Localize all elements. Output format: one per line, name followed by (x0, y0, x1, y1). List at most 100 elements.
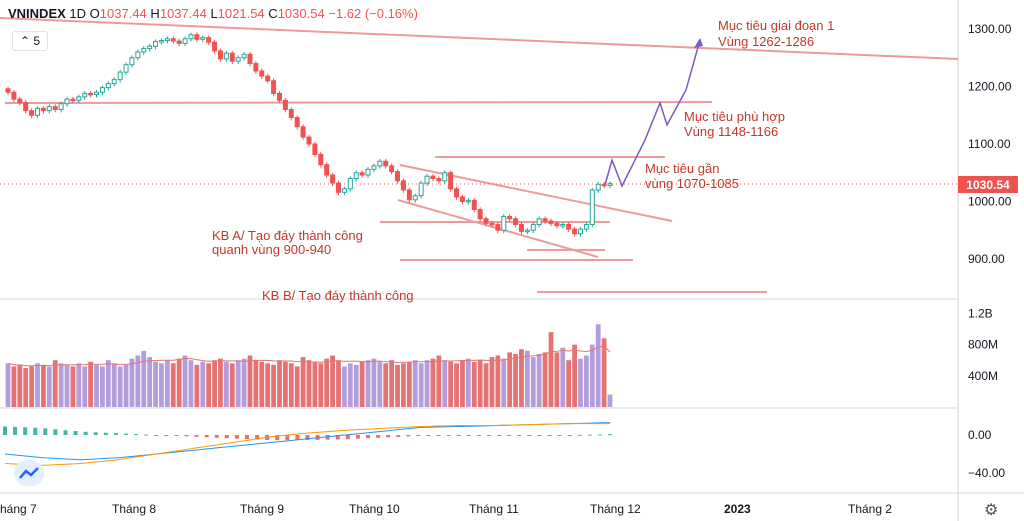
volume-bar[interactable] (182, 355, 188, 407)
volume-bar[interactable] (583, 355, 589, 407)
volume-bar[interactable] (141, 350, 147, 407)
volume-bar[interactable] (123, 364, 129, 407)
candle-body[interactable] (353, 172, 359, 179)
candle-body[interactable] (276, 92, 282, 101)
volume-bar[interactable] (200, 361, 206, 407)
volume-bar[interactable] (105, 360, 111, 407)
candle-body[interactable] (153, 41, 159, 47)
volume-bar[interactable] (70, 366, 76, 407)
candle-body[interactable] (29, 110, 35, 116)
candle-body[interactable] (35, 107, 41, 116)
volume-bar[interactable] (566, 360, 572, 407)
candle-body[interactable] (200, 37, 206, 40)
volume-bar[interactable] (548, 332, 554, 407)
candle-body[interactable] (11, 91, 17, 100)
candle-body[interactable] (223, 52, 229, 60)
volume-bar[interactable] (483, 363, 489, 407)
candle-body[interactable] (583, 224, 589, 230)
volume-bar[interactable] (288, 363, 294, 407)
volume-bar[interactable] (554, 352, 560, 407)
candle-body[interactable] (217, 50, 223, 60)
candle-body[interactable] (294, 117, 300, 128)
candle-body[interactable] (206, 37, 212, 43)
candle-body[interactable] (288, 109, 294, 119)
candle-body[interactable] (170, 38, 176, 42)
candle-body[interactable] (300, 126, 306, 138)
volume-bar[interactable] (23, 368, 29, 407)
candle-body[interactable] (554, 222, 560, 227)
volume-bar[interactable] (406, 361, 412, 407)
candle-body[interactable] (412, 195, 418, 201)
volume-bar[interactable] (342, 366, 347, 407)
candle-body[interactable] (377, 160, 383, 167)
candle-body[interactable] (182, 38, 188, 44)
volume-bar[interactable] (572, 344, 577, 407)
volume-bar[interactable] (176, 358, 182, 407)
candle-body[interactable] (324, 164, 330, 176)
candle-body[interactable] (607, 183, 613, 186)
volume-bar[interactable] (29, 366, 35, 407)
volume-bar[interactable] (164, 360, 170, 407)
macd-histogram[interactable] (3, 426, 612, 441)
candle-body[interactable] (518, 224, 524, 232)
candle-body[interactable] (406, 189, 412, 201)
candle-body[interactable] (94, 91, 100, 96)
candle-body[interactable] (577, 228, 583, 235)
volume-bar[interactable] (265, 363, 271, 407)
volume-bar[interactable] (595, 324, 601, 407)
volume-bar[interactable] (58, 363, 64, 407)
candle-body[interactable] (117, 71, 123, 81)
candle-body[interactable] (418, 182, 424, 197)
candle-body[interactable] (548, 220, 554, 224)
volume-bar[interactable] (489, 357, 495, 407)
candle-body[interactable] (589, 189, 595, 225)
candle-body[interactable] (400, 180, 406, 191)
indicators-toggle-button[interactable]: ⌃ 5 (12, 31, 48, 51)
candle-body[interactable] (164, 38, 170, 42)
volume-bar[interactable] (401, 363, 406, 407)
volume-bar[interactable] (430, 358, 436, 407)
volume-bar[interactable] (46, 366, 52, 407)
volume-bar[interactable] (235, 360, 241, 407)
candle-body[interactable] (70, 98, 76, 102)
volume-bar[interactable] (454, 363, 459, 407)
candle-body[interactable] (176, 40, 182, 44)
candle-body[interactable] (566, 224, 572, 230)
candle-body[interactable] (395, 171, 401, 182)
volume-bar[interactable] (371, 358, 377, 407)
candle-body[interactable] (111, 79, 117, 85)
candle-body[interactable] (471, 199, 477, 211)
volume-bar[interactable] (159, 363, 164, 407)
candle-body[interactable] (530, 224, 536, 231)
candle-body[interactable] (524, 229, 530, 233)
candle-body[interactable] (336, 182, 342, 193)
candle-body[interactable] (188, 34, 194, 40)
candle-body[interactable] (501, 215, 507, 231)
candle-body[interactable] (513, 218, 519, 225)
candle-body[interactable] (271, 80, 277, 94)
volume-bar[interactable] (247, 355, 253, 407)
candle-body[interactable] (141, 48, 147, 53)
volume-bar[interactable] (507, 352, 513, 407)
candle-body[interactable] (52, 106, 58, 110)
candle-body[interactable] (82, 92, 88, 98)
volume-bar[interactable] (524, 350, 530, 407)
candle-body[interactable] (259, 70, 265, 77)
volume-bar[interactable] (560, 347, 566, 407)
time-axis[interactable]: háng 7 Tháng 8 Tháng 9 Tháng 10 Tháng 11 Thán… (0, 502, 892, 516)
volume-bar[interactable] (495, 355, 501, 407)
volume-bar[interactable] (448, 361, 454, 407)
candle-body[interactable] (572, 228, 578, 235)
candle-body[interactable] (436, 178, 442, 182)
candle-body[interactable] (365, 168, 371, 176)
volume-bar[interactable] (318, 363, 324, 407)
macd-axis[interactable]: 0.00 −40.00 (968, 428, 1005, 480)
candle-body[interactable] (454, 188, 460, 198)
volume-bar[interactable] (100, 366, 105, 407)
volume-bar[interactable] (41, 364, 46, 407)
volume-bar[interactable] (519, 349, 524, 407)
candle-body[interactable] (88, 92, 94, 96)
candle-body[interactable] (359, 172, 365, 176)
candle-body[interactable] (129, 57, 135, 66)
volume-bar[interactable] (306, 360, 312, 407)
